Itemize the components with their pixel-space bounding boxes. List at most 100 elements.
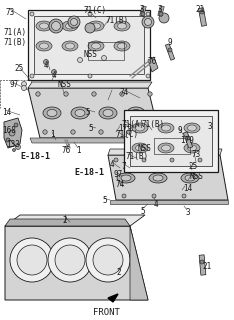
Text: 5: 5: [88, 124, 93, 133]
Ellipse shape: [68, 16, 80, 28]
Text: 4: 4: [44, 61, 49, 70]
Text: 179: 179: [180, 136, 194, 145]
Ellipse shape: [47, 109, 57, 116]
Ellipse shape: [121, 175, 131, 181]
Bar: [124, 110, 218, 172]
Text: 179: 179: [118, 124, 132, 133]
Text: 14: 14: [2, 108, 11, 117]
Ellipse shape: [184, 123, 200, 133]
Ellipse shape: [117, 173, 135, 183]
Text: 74: 74: [120, 88, 129, 97]
Polygon shape: [4, 118, 22, 148]
Ellipse shape: [161, 145, 171, 151]
Text: 2: 2: [116, 268, 121, 277]
Circle shape: [146, 74, 150, 78]
Circle shape: [141, 12, 145, 16]
Text: 4: 4: [110, 160, 115, 169]
Text: 21: 21: [195, 5, 204, 14]
Ellipse shape: [91, 23, 100, 29]
Ellipse shape: [103, 109, 113, 116]
Bar: [34, 16, 144, 74]
Circle shape: [77, 58, 83, 62]
Circle shape: [198, 158, 202, 162]
Bar: [183, 132, 193, 148]
Text: 71(B): 71(B): [142, 120, 165, 129]
Ellipse shape: [17, 245, 47, 275]
Bar: [88, 42, 124, 60]
Circle shape: [146, 12, 150, 16]
Text: 1: 1: [50, 130, 55, 139]
Text: 9: 9: [168, 38, 173, 47]
Ellipse shape: [187, 125, 197, 131]
Text: 73: 73: [6, 8, 15, 17]
Ellipse shape: [132, 123, 148, 133]
Circle shape: [30, 74, 34, 78]
Ellipse shape: [184, 143, 200, 153]
Text: 3: 3: [158, 5, 163, 14]
Circle shape: [127, 130, 131, 134]
Ellipse shape: [88, 21, 104, 31]
Ellipse shape: [159, 13, 169, 23]
Circle shape: [200, 260, 204, 264]
Circle shape: [122, 194, 126, 198]
Text: 4: 4: [52, 71, 57, 80]
Circle shape: [22, 82, 26, 86]
Ellipse shape: [181, 173, 199, 183]
Ellipse shape: [117, 23, 127, 29]
Bar: [198, 8, 207, 26]
Polygon shape: [148, 57, 158, 72]
Ellipse shape: [36, 21, 52, 31]
Ellipse shape: [75, 109, 85, 116]
Ellipse shape: [51, 21, 61, 30]
Ellipse shape: [127, 107, 145, 119]
Ellipse shape: [88, 41, 104, 51]
Text: NSS: NSS: [58, 80, 72, 89]
Ellipse shape: [66, 43, 74, 49]
Text: 25: 25: [14, 64, 23, 73]
Text: 133: 133: [6, 140, 20, 149]
Circle shape: [43, 130, 47, 134]
Circle shape: [92, 92, 96, 96]
Polygon shape: [5, 226, 148, 300]
Polygon shape: [130, 226, 148, 300]
Polygon shape: [108, 294, 118, 302]
Text: E-18-1: E-18-1: [74, 168, 104, 177]
Ellipse shape: [187, 145, 197, 151]
Ellipse shape: [153, 175, 163, 181]
Polygon shape: [110, 200, 228, 204]
Circle shape: [15, 145, 21, 149]
Circle shape: [14, 123, 18, 127]
Bar: [140, 6, 146, 16]
Text: 71(B): 71(B): [3, 38, 26, 47]
Text: NSS: NSS: [190, 172, 204, 181]
Text: NSS: NSS: [138, 144, 152, 153]
Ellipse shape: [131, 109, 141, 116]
Text: 76: 76: [62, 146, 71, 155]
Text: 7: 7: [122, 162, 127, 171]
Ellipse shape: [99, 107, 117, 119]
Text: 9: 9: [177, 126, 182, 135]
Circle shape: [114, 158, 118, 162]
Ellipse shape: [114, 41, 130, 51]
Ellipse shape: [135, 125, 145, 131]
Bar: [28, 10, 150, 80]
Polygon shape: [108, 149, 222, 155]
Ellipse shape: [48, 238, 92, 282]
Circle shape: [36, 92, 40, 96]
Ellipse shape: [117, 43, 127, 49]
Text: 5: 5: [102, 196, 107, 205]
Ellipse shape: [158, 143, 174, 153]
Ellipse shape: [135, 145, 145, 151]
Bar: [199, 255, 206, 275]
Bar: [165, 44, 175, 60]
Ellipse shape: [62, 41, 78, 51]
Text: NSS: NSS: [83, 50, 97, 59]
Text: 71(A): 71(A): [3, 28, 26, 37]
Text: 1: 1: [76, 146, 81, 155]
Text: 3: 3: [185, 208, 190, 217]
Circle shape: [168, 48, 172, 52]
Polygon shape: [28, 88, 160, 138]
Circle shape: [142, 158, 146, 162]
Circle shape: [152, 194, 156, 198]
Text: 5: 5: [140, 207, 145, 216]
